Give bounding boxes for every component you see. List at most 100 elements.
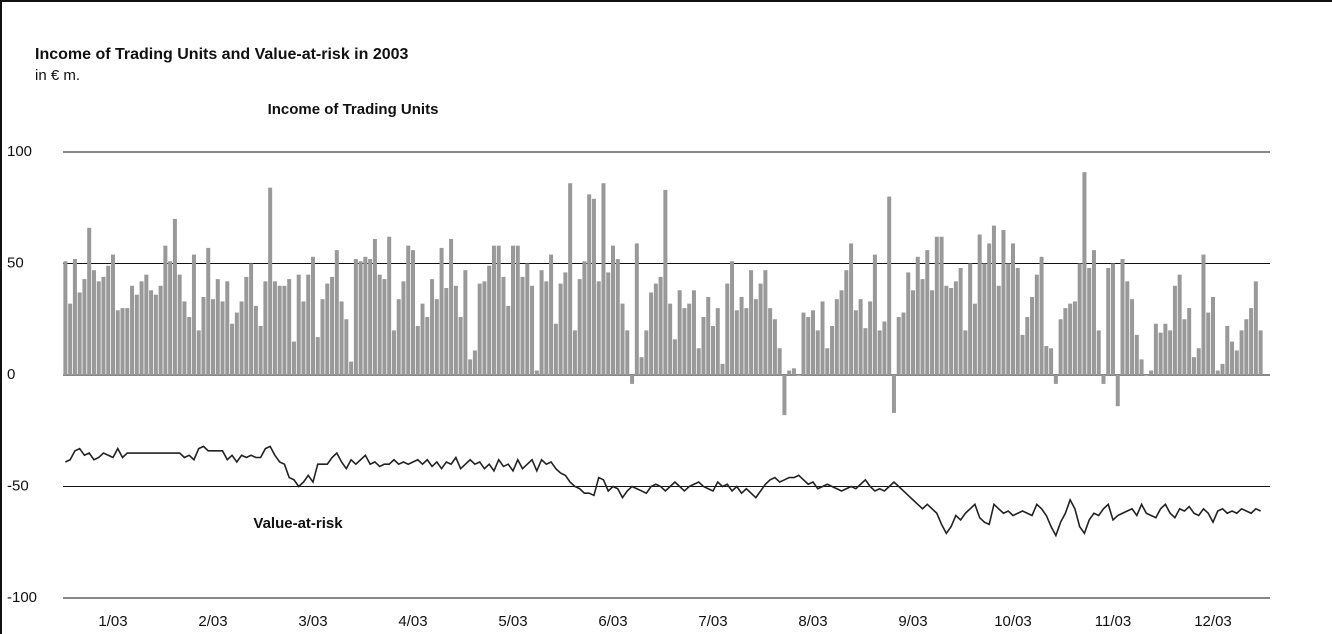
y-tick-label: -50 (7, 477, 29, 494)
bar (701, 317, 706, 375)
bar (896, 317, 901, 375)
bar (711, 325, 715, 375)
bar (725, 283, 730, 375)
bar (1249, 308, 1254, 375)
x-tick-label: 8/03 (798, 613, 827, 630)
y-tick-label: 0 (7, 366, 15, 383)
bar (839, 290, 844, 375)
bar (520, 276, 525, 375)
bar (1091, 250, 1096, 375)
bar (506, 305, 511, 375)
bar (568, 183, 573, 375)
bar (134, 294, 139, 375)
bar (387, 236, 392, 375)
x-tick-label: 5/03 (498, 613, 527, 630)
bar (544, 281, 549, 375)
bar (791, 368, 796, 375)
bar (1006, 263, 1011, 375)
bar (477, 283, 482, 375)
bar (1153, 323, 1158, 375)
bar (163, 245, 168, 375)
bar (1134, 334, 1139, 375)
y-tick-label: 50 (7, 254, 24, 271)
bar (230, 323, 235, 375)
bar (906, 272, 911, 375)
bar (377, 274, 382, 375)
bar (834, 299, 839, 375)
bar (158, 285, 163, 375)
bar (534, 370, 539, 375)
bar (525, 263, 530, 375)
bar (830, 325, 835, 375)
bar (730, 261, 735, 375)
bar (287, 279, 292, 375)
bar (1096, 330, 1101, 375)
bar (658, 276, 663, 375)
bar (744, 308, 749, 375)
bar (887, 196, 892, 375)
bar (77, 292, 82, 375)
bar (687, 303, 692, 375)
bar (1068, 303, 1073, 375)
bar (501, 276, 506, 375)
bar (1158, 332, 1163, 375)
bar (220, 301, 225, 375)
bar (468, 359, 473, 375)
bar (449, 238, 454, 375)
bar (796, 375, 801, 376)
bar (1053, 375, 1058, 384)
bar (125, 308, 130, 375)
bar (1001, 230, 1006, 375)
bar (720, 363, 725, 375)
bar (1234, 350, 1239, 375)
bar (1139, 359, 1144, 375)
bar (763, 270, 768, 375)
bar (639, 357, 644, 375)
bar (1063, 308, 1068, 375)
bar (1077, 263, 1082, 375)
bar (1125, 281, 1130, 375)
bar (91, 270, 96, 375)
bar (420, 303, 425, 375)
bar (1239, 330, 1244, 375)
bar (1182, 319, 1187, 375)
bar (206, 247, 211, 375)
bar (439, 247, 444, 375)
bar (930, 290, 935, 375)
bar (296, 274, 301, 375)
bar (691, 290, 696, 375)
bar (1049, 348, 1054, 375)
bar (382, 279, 387, 375)
bar (925, 250, 930, 375)
x-tick-label: 12/03 (1194, 613, 1232, 630)
bar (630, 375, 635, 384)
bar (306, 274, 311, 375)
bar (1206, 312, 1211, 375)
bar (277, 285, 282, 375)
bar (1039, 256, 1044, 375)
bar (672, 339, 677, 375)
bar (620, 303, 625, 375)
bar (1225, 325, 1230, 375)
bar (530, 285, 535, 375)
bar (1196, 348, 1201, 375)
bar (144, 274, 149, 375)
bar (1011, 243, 1015, 375)
bar (149, 290, 154, 375)
bar (777, 348, 782, 375)
x-tick-label: 7/03 (698, 613, 727, 630)
bar (1191, 357, 1196, 375)
bar (901, 312, 906, 375)
bar (858, 299, 863, 375)
bar (982, 263, 987, 375)
bar (577, 279, 582, 375)
bar (1015, 267, 1020, 375)
x-tick-label: 6/03 (598, 613, 627, 630)
bar (430, 279, 435, 375)
bar (1115, 375, 1120, 407)
bar (682, 308, 687, 375)
bar (72, 259, 77, 375)
bar (891, 375, 896, 413)
